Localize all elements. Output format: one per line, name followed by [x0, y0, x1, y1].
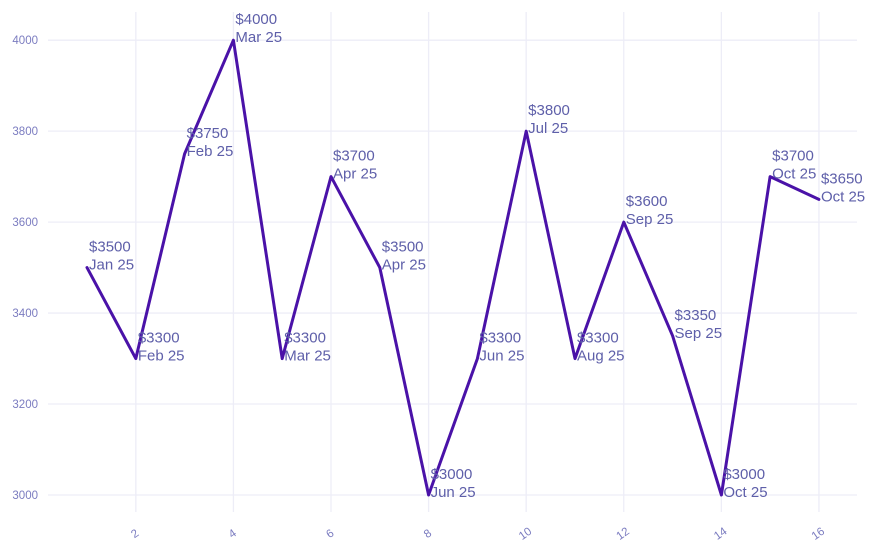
plot-area[interactable]: [48, 12, 857, 510]
x-tick-label: 4: [227, 527, 240, 541]
y-axis: 3000 3200 3400 3600 3800 4000: [12, 35, 857, 502]
point-value-label: $3000: [723, 466, 765, 483]
point-value-label: $3800: [528, 102, 570, 119]
point-label: $3500 Apr 25: [382, 239, 426, 274]
x-tick-label: 16: [810, 526, 827, 543]
point-period-label: Jul 25: [528, 120, 568, 137]
x-axis: 2 4 6 8 10 12 14 16: [129, 12, 827, 543]
y-tick-label: 3000: [12, 490, 38, 502]
point-value-label: $3500: [382, 239, 424, 256]
y-tick-label: 3400: [12, 308, 38, 320]
point-label: $3000 Oct 25: [723, 466, 767, 501]
y-tick-label: 3200: [12, 399, 38, 411]
x-tick-label: 6: [324, 527, 336, 541]
point-label: $3350 Sep 25: [675, 307, 723, 342]
point-period-label: Aug 25: [577, 348, 625, 365]
point-label: $3600 Sep 25: [626, 193, 674, 228]
point-label: $3300 Mar 25: [284, 330, 331, 365]
point-value-label: $3600: [626, 193, 668, 210]
point-label: $3800 Jul 25: [528, 102, 570, 137]
y-tick-label: 3600: [12, 217, 38, 229]
point-label: $3500 Jan 25: [89, 239, 134, 274]
point-period-label: Mar 25: [284, 348, 331, 365]
x-tick-label: 10: [517, 526, 534, 543]
point-value-label: $3000: [431, 466, 473, 483]
point-value-label: $3300: [138, 330, 180, 347]
point-label: $3700 Oct 25: [772, 148, 816, 183]
point-period-label: Apr 25: [333, 166, 377, 183]
point-label: $3750 Feb 25: [187, 125, 234, 160]
point-value-label: $3650: [821, 170, 863, 187]
point-period-label: Jan 25: [89, 257, 134, 274]
point-value-label: $3300: [284, 330, 326, 347]
point-label: $3650 Oct 25: [821, 170, 865, 205]
x-tick-label: 12: [615, 526, 632, 543]
point-period-label: Oct 25: [821, 188, 865, 205]
point-value-label: $3350: [675, 307, 717, 324]
point-value-label: $3750: [187, 125, 229, 142]
series-line-path: [85, 38, 821, 497]
point-label: $3700 Apr 25: [333, 148, 377, 183]
point-label: $3000 Jun 25: [431, 466, 476, 501]
point-labels: $3500 Jan 25$3300 Feb 25$3750 Feb 25$4000 Ma…: [89, 11, 865, 501]
point-label: $3300 Feb 25: [138, 330, 185, 365]
point-label: $4000 Mar 25: [235, 11, 282, 46]
point-period-label: Mar 25: [235, 29, 282, 46]
point-period-label: Feb 25: [138, 348, 185, 365]
x-tick-label: 8: [422, 527, 434, 541]
point-period-label: Sep 25: [675, 325, 723, 342]
point-value-label: $3300: [577, 330, 619, 347]
y-tick-label: 4000: [12, 35, 38, 47]
x-tick-label: 14: [712, 525, 730, 543]
x-tick-label: 2: [129, 527, 141, 541]
point-period-label: Sep 25: [626, 211, 674, 228]
point-value-label: $3700: [772, 148, 814, 165]
point-period-label: Jun 25: [479, 348, 524, 365]
point-period-label: Feb 25: [187, 143, 234, 160]
point-value-label: $3700: [333, 148, 375, 165]
point-period-label: Apr 25: [382, 257, 426, 274]
point-period-label: Jun 25: [431, 484, 476, 501]
point-value-label: $4000: [235, 11, 277, 28]
point-period-label: Oct 25: [772, 166, 816, 183]
point-label: $3300 Aug 25: [577, 330, 625, 365]
point-label: $3300 Jun 25: [479, 330, 524, 365]
point-value-label: $3300: [479, 330, 521, 347]
point-period-label: Oct 25: [723, 484, 767, 501]
point-value-label: $3500: [89, 239, 131, 256]
y-tick-label: 3800: [12, 126, 38, 138]
